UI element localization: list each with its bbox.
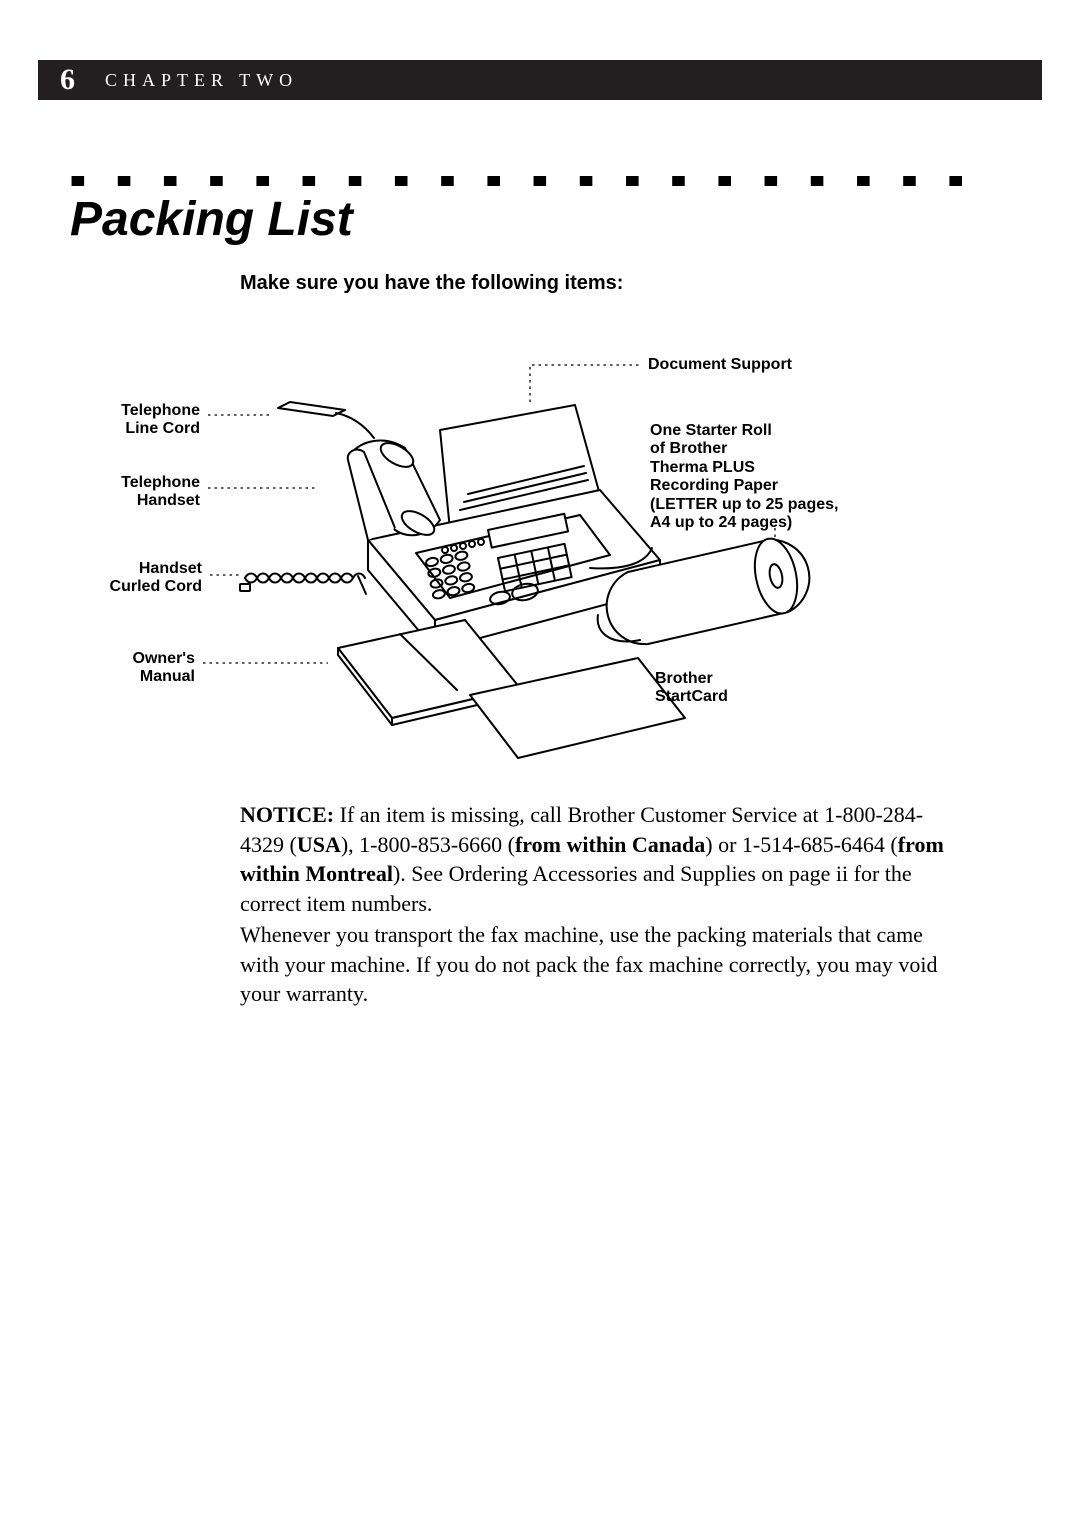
label-text: Line Cord	[125, 420, 200, 437]
label-brother-startcard: Brother StartCard	[655, 670, 728, 707]
label-text: Telephone	[121, 402, 200, 419]
section-title: Packing List	[70, 192, 353, 247]
packing-diagram: .ln { fill: none; stroke: #000; stroke-w…	[100, 340, 890, 780]
label-text: Therma PLUS	[650, 459, 755, 476]
label-text: (LETTER up to 25 pages,	[650, 496, 838, 513]
label-text: Telephone	[121, 474, 200, 491]
label-handset-curled-cord: Handset Curled Cord	[100, 560, 202, 597]
label-text: of Brother	[650, 440, 727, 457]
header-bar: 6 CHAPTER TWO	[38, 60, 1042, 100]
transport-paragraph: Whenever you transport the fax machine, …	[240, 920, 950, 1009]
label-text: Handset	[139, 560, 202, 577]
label-telephone-handset: Telephone Handset	[100, 474, 200, 511]
label-text: Owner's	[133, 650, 196, 667]
bold-usa: USA	[297, 832, 341, 857]
subtitle: Make sure you have the following items:	[240, 272, 623, 295]
page-number: 6	[60, 63, 75, 97]
label-text: A4 up to 24 pages)	[650, 514, 792, 531]
chapter-label: CHAPTER TWO	[105, 70, 298, 91]
label-text: StartCard	[655, 688, 728, 705]
label-text: Recording Paper	[650, 477, 778, 494]
notice-label: NOTICE:	[240, 802, 334, 827]
label-starter-roll: One Starter Roll of Brother Therma PLUS …	[650, 422, 880, 532]
body-text: ) or 1-514-685-6464 (	[705, 832, 897, 857]
label-document-support: Document Support	[648, 356, 792, 374]
label-owners-manual: Owner's Manual	[100, 650, 195, 687]
label-text: Handset	[137, 492, 200, 509]
label-telephone-line-cord: Telephone Line Cord	[100, 402, 200, 439]
dotted-separator: ■ ■ ■ ■ ■ ■ ■ ■ ■ ■ ■ ■ ■ ■ ■ ■ ■ ■ ■ ■ …	[70, 176, 982, 186]
label-text: Manual	[140, 668, 195, 685]
notice-paragraph: NOTICE: If an item is missing, call Brot…	[240, 800, 950, 919]
body-text: ), 1-800-853-6660 (	[341, 832, 515, 857]
label-text: Brother	[655, 670, 713, 687]
packing-illustration: .ln { fill: none; stroke: #000; stroke-w…	[100, 340, 890, 780]
label-text: Curled Cord	[110, 578, 202, 595]
bold-from-canada: from within Canada	[515, 832, 705, 857]
label-text: One Starter Roll	[650, 422, 772, 439]
